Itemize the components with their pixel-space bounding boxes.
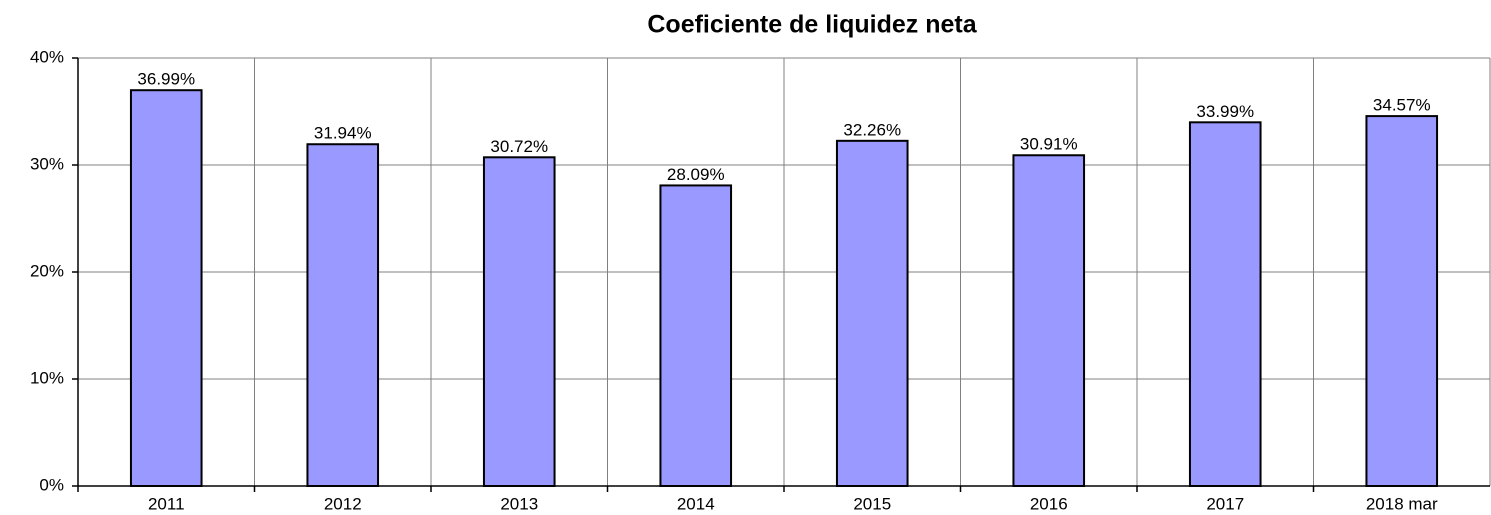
y-tick-label: 30% — [30, 154, 64, 173]
y-tick-label: 0% — [39, 475, 64, 494]
data-label: 28.09% — [667, 165, 725, 184]
bar — [1188, 121, 1262, 487]
x-tick-label: 2013 — [500, 494, 538, 513]
bar — [1012, 154, 1086, 487]
data-label: 30.91% — [1020, 135, 1078, 154]
data-label: 33.99% — [1196, 102, 1254, 121]
data-label: 34.57% — [1373, 96, 1431, 115]
data-label: 31.94% — [314, 124, 372, 143]
y-tick-label: 40% — [30, 47, 64, 66]
data-label: 30.72% — [490, 137, 548, 156]
bar — [482, 156, 556, 488]
data-label: 32.26% — [843, 120, 901, 139]
x-tick-label: 2016 — [1030, 494, 1068, 513]
x-tick-label: 2018 mar — [1366, 494, 1438, 513]
x-tick-label: 2017 — [1206, 494, 1244, 513]
bar — [659, 184, 733, 487]
x-tick-label: 2014 — [677, 494, 715, 513]
chart-title: Coeficiente de liquidez neta — [647, 11, 977, 39]
bar — [1365, 115, 1439, 487]
bar — [835, 139, 909, 487]
y-tick-label: 10% — [30, 368, 64, 387]
x-tick-label: 2012 — [324, 494, 362, 513]
x-tick-label: 2011 — [148, 494, 185, 513]
data-label: 36.99% — [137, 70, 195, 89]
bar — [306, 143, 380, 487]
x-tick-label: 2015 — [853, 494, 891, 513]
bar — [129, 89, 203, 487]
y-tick-label: 20% — [30, 261, 64, 280]
